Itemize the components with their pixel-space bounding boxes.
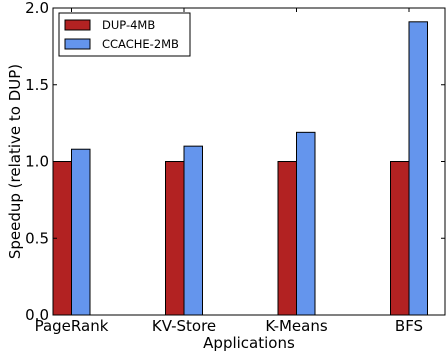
legend-label-dup: DUP-4MB bbox=[102, 18, 155, 32]
bar-ccache-k-means bbox=[296, 131, 316, 316]
x-ticks: PageRank KV-Store K-Means BFS bbox=[35, 8, 423, 335]
y-tick-label: 2.0 bbox=[25, 0, 49, 17]
bar-dup-k-means bbox=[277, 161, 297, 316]
y-ticks: 0.0 0.5 1.0 1.5 2.0 bbox=[25, 0, 445, 324]
x-tick-label-bfs: BFS bbox=[395, 317, 423, 335]
y-axis-label: Speedup (relative to DUP) bbox=[6, 64, 24, 259]
bar-dup-kv-store bbox=[165, 161, 185, 316]
legend-swatch-dup bbox=[64, 19, 91, 31]
bar-dup-bfs bbox=[390, 161, 410, 316]
bars-layer bbox=[52, 21, 428, 316]
y-tick-label: 0.5 bbox=[25, 229, 49, 247]
y-tick-label: 0.0 bbox=[25, 306, 49, 324]
bar-ccache-kv-store bbox=[183, 145, 203, 316]
legend-swatch-ccache bbox=[64, 38, 91, 50]
legend-label-ccache: CCACHE-2MB bbox=[102, 37, 179, 51]
x-tick-label-k-means: K-Means bbox=[265, 317, 328, 335]
bar-ccache-bfs bbox=[408, 21, 428, 316]
x-tick-label-kv-store: KV-Store bbox=[152, 317, 216, 335]
x-tick-label-pagerank: PageRank bbox=[35, 317, 109, 335]
plot-frame bbox=[52, 7, 446, 316]
x-axis-label: Applications bbox=[203, 334, 295, 352]
y-tick-label: 1.5 bbox=[25, 76, 49, 94]
bar-ccache-pagerank bbox=[71, 148, 91, 316]
legend: DUP-4MB CCACHE-2MB bbox=[58, 12, 191, 57]
y-tick-label: 1.0 bbox=[25, 153, 49, 171]
